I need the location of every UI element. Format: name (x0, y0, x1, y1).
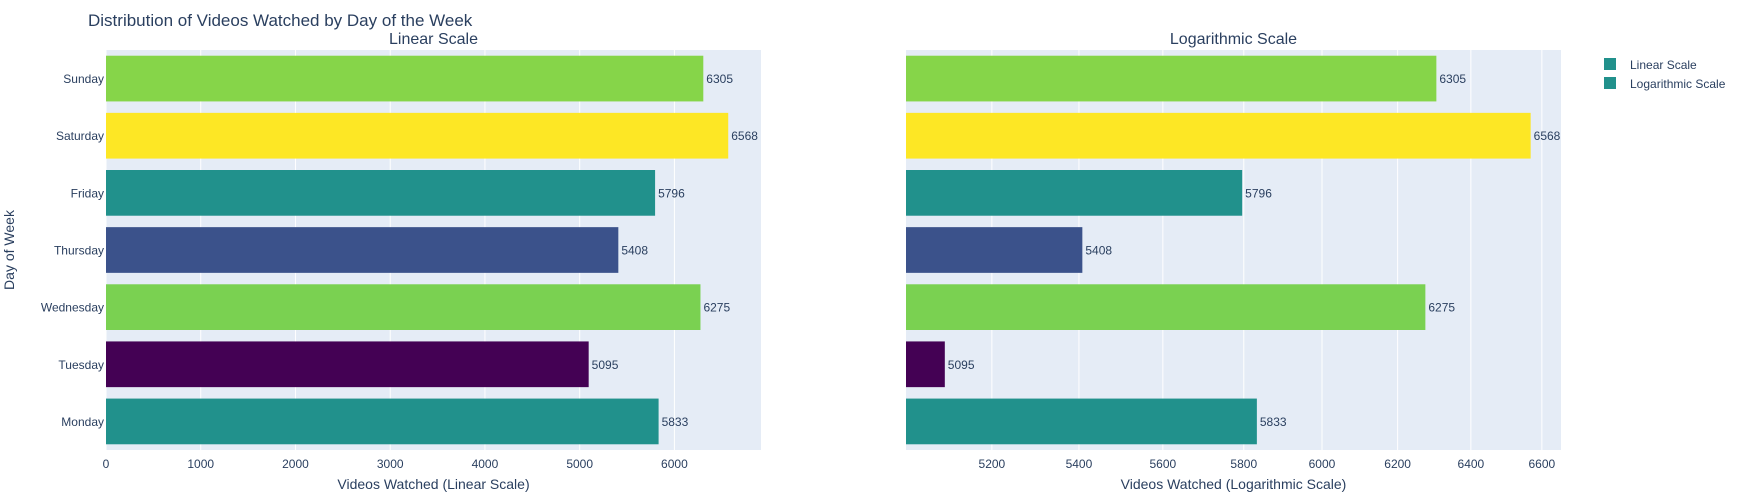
log-x-tick-label: 6600 (1529, 457, 1556, 471)
log-x-tick-label: 6000 (1309, 457, 1336, 471)
log-x-axis-label: Videos Watched (Logarithmic Scale) (1121, 476, 1347, 492)
log-panel: 5833 5095 6275 5408 5796 6568 6305 5200 5400 560… (906, 31, 1561, 492)
figure-title: Distribution of Videos Watched by Day of… (88, 11, 473, 30)
log-x-tick-label: 6200 (1384, 457, 1411, 471)
linear-x-tick-label: 0 (103, 457, 110, 471)
linear-data-label: 6275 (703, 301, 730, 315)
log-x-ticks: 5200 5400 5600 5800 6000 6200 6400 6600 (979, 457, 1556, 471)
linear-bar-saturday[interactable] (106, 112, 729, 159)
linear-y-ticks: Monday Tuesday Wednesday Thursday Friday Satu… (41, 72, 104, 429)
linear-subplot-title: Linear Scale (389, 31, 478, 48)
linear-x-tick-label: 3000 (377, 457, 404, 471)
linear-data-label: 5796 (658, 186, 685, 200)
legend-item-linear[interactable]: Linear Scale (1604, 58, 1697, 72)
log-subplot-title: Logarithmic Scale (1170, 31, 1297, 48)
linear-bars (106, 55, 729, 445)
log-bar-saturday[interactable] (906, 112, 1531, 159)
log-bar-tuesday[interactable] (906, 341, 945, 388)
linear-data-label: 5833 (662, 415, 689, 429)
legend-label-logarithmic: Logarithmic Scale (1630, 77, 1726, 91)
linear-x-tick-label: 2000 (282, 457, 309, 471)
y-tick-label-monday: Monday (61, 415, 104, 429)
log-bar-wednesday[interactable] (906, 284, 1426, 330)
legend-label-linear: Linear Scale (1630, 58, 1697, 72)
log-x-tick-label: 5800 (1230, 457, 1257, 471)
log-data-label: 5408 (1085, 244, 1112, 258)
y-tick-label-friday: Friday (71, 186, 104, 200)
linear-data-labels: 5833 5095 6275 5408 5796 6568 6305 (592, 72, 759, 429)
log-bar-monday[interactable] (906, 398, 1257, 445)
linear-data-label: 6305 (706, 72, 733, 86)
log-bar-thursday[interactable] (906, 227, 1083, 273)
linear-data-label: 5408 (621, 244, 648, 258)
linear-x-tick-label: 4000 (472, 457, 499, 471)
linear-data-label: 5095 (592, 358, 619, 372)
log-x-tick-label: 5400 (1066, 457, 1093, 471)
log-x-tick-label: 6400 (1458, 457, 1485, 471)
linear-bar-thursday[interactable] (106, 227, 619, 273)
legend-swatch-logarithmic (1604, 77, 1616, 89)
log-data-label: 5833 (1260, 415, 1287, 429)
linear-x-ticks: 0 1000 2000 3000 4000 5000 6000 (103, 457, 688, 471)
legend-item-logarithmic[interactable]: Logarithmic Scale (1604, 77, 1726, 91)
log-x-tick-label: 5600 (1149, 457, 1176, 471)
log-data-label: 5095 (948, 358, 975, 372)
log-bar-friday[interactable] (906, 170, 1243, 216)
y-tick-label-thursday: Thursday (54, 244, 104, 258)
log-bars (906, 55, 1531, 445)
linear-x-axis-label: Videos Watched (Linear Scale) (337, 476, 529, 492)
log-data-labels: 5833 5095 6275 5408 5796 6568 6305 (948, 72, 1561, 429)
log-data-label: 6305 (1439, 72, 1466, 86)
linear-panel: 5833 5095 6275 5408 5796 6568 6305 0 1000 2000 30… (1, 31, 761, 492)
y-tick-label-sunday: Sunday (63, 72, 104, 86)
linear-x-tick-label: 6000 (661, 457, 688, 471)
log-bar-sunday[interactable] (906, 55, 1437, 102)
y-tick-label-tuesday: Tuesday (58, 358, 104, 372)
legend: Linear Scale Logarithmic Scale (1604, 58, 1726, 91)
legend-swatch-linear (1604, 58, 1616, 70)
linear-data-label: 6568 (731, 129, 758, 143)
linear-bar-tuesday[interactable] (106, 341, 589, 388)
log-data-label: 5796 (1245, 186, 1272, 200)
log-data-label: 6568 (1534, 129, 1561, 143)
linear-bar-friday[interactable] (106, 170, 656, 216)
y-tick-label-saturday: Saturday (56, 129, 104, 143)
linear-bar-wednesday[interactable] (106, 284, 701, 330)
log-data-label: 6275 (1428, 301, 1455, 315)
linear-x-tick-label: 1000 (187, 457, 214, 471)
linear-x-tick-label: 5000 (566, 457, 593, 471)
linear-y-axis-label: Day of Week (1, 209, 17, 290)
linear-bar-sunday[interactable] (106, 55, 704, 102)
log-x-tick-label: 5200 (979, 457, 1006, 471)
y-tick-label-wednesday: Wednesday (41, 301, 104, 315)
linear-bar-monday[interactable] (106, 398, 659, 445)
